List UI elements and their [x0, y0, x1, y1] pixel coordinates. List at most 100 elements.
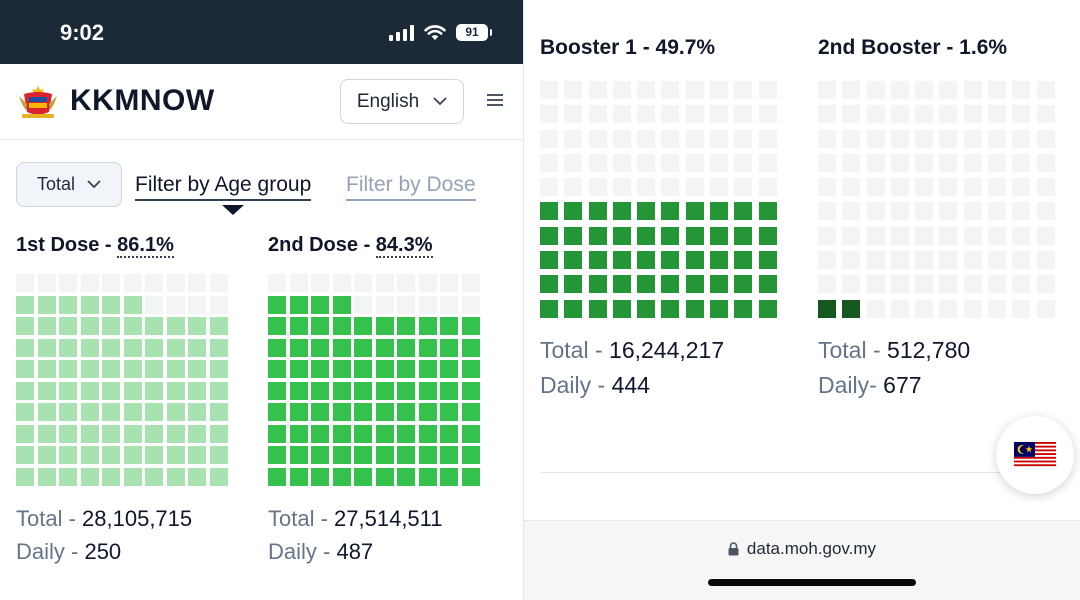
daily-value: 487 — [336, 539, 374, 564]
hamburger-menu-icon[interactable] — [486, 93, 504, 107]
waffle-cell — [661, 226, 680, 245]
total-label: Total - — [16, 506, 83, 531]
waffle-cell — [440, 295, 458, 314]
tab-filter-by-dose[interactable]: Filter by Dose — [346, 173, 476, 201]
waffle-cell — [890, 178, 909, 197]
waffle-cell — [16, 467, 34, 486]
waffle-cell — [145, 295, 163, 314]
waffle-cell — [166, 338, 185, 357]
waffle-cell — [963, 129, 982, 148]
total-label: Total - — [818, 337, 888, 363]
waffle-cell — [80, 295, 99, 314]
waffle-cell — [842, 226, 861, 245]
waffle-cell — [145, 360, 163, 378]
waffle-cell — [540, 129, 558, 148]
waffle-cell — [890, 202, 909, 221]
waffle-cell — [166, 467, 185, 486]
waffle-cell — [915, 202, 934, 221]
waffle-cell — [397, 424, 415, 443]
waffle-cell — [166, 274, 185, 292]
waffle-cell — [440, 274, 458, 292]
waffle-cell — [963, 226, 982, 245]
waffle-cell — [397, 360, 415, 378]
status-icons: 91 — [389, 24, 492, 41]
waffle-cell — [564, 178, 583, 197]
waffle-cell — [564, 81, 583, 99]
waffle-cell — [102, 446, 120, 464]
waffle-cell — [80, 317, 99, 335]
waffle-cell — [397, 403, 415, 421]
waffle-cell — [80, 274, 99, 292]
language-flag-button[interactable] — [996, 416, 1074, 494]
waffle-cell — [685, 299, 704, 318]
tab-filter-by-age-group[interactable]: Filter by Age group — [135, 173, 312, 201]
waffle-cell — [289, 381, 308, 400]
waffle-cell — [866, 129, 885, 148]
waffle-cell — [268, 317, 286, 335]
waffle-cell — [418, 446, 437, 464]
waffle-cell — [612, 275, 631, 294]
browser-url-bar[interactable]: data.moh.gov.my — [524, 520, 1080, 600]
waffle-cell — [123, 381, 142, 400]
waffle-cell — [102, 295, 120, 314]
waffle-cell — [963, 81, 982, 99]
waffle-cell — [939, 81, 958, 99]
waffle-cell — [685, 251, 704, 270]
waffle-cell — [440, 317, 458, 335]
waffle-cell — [1012, 129, 1031, 148]
waffle-cell — [37, 403, 56, 421]
waffle-cell — [890, 299, 909, 318]
waffle-cell — [354, 403, 372, 421]
waffle-cell — [16, 446, 34, 464]
waffle-cell — [818, 153, 836, 172]
waffle-cell — [564, 299, 583, 318]
waffle-cell — [661, 129, 680, 148]
waffle-cell — [734, 299, 753, 318]
waffle-cell — [866, 299, 885, 318]
waffle-cell — [375, 467, 394, 486]
waffle-cell — [59, 360, 77, 378]
waffle-cell — [1012, 299, 1031, 318]
waffle-cell — [145, 381, 163, 400]
waffle-cell — [1012, 153, 1031, 172]
waffle-cell — [332, 274, 351, 292]
url-display[interactable]: data.moh.gov.my — [524, 539, 1080, 559]
waffle-cell — [866, 251, 885, 270]
language-selector[interactable]: English — [340, 79, 464, 124]
waffle-cell — [37, 295, 56, 314]
waffle-cell — [758, 129, 777, 148]
waffle-cell — [734, 129, 753, 148]
waffle-cell — [637, 251, 656, 270]
waffle-cell — [461, 360, 480, 378]
total-value: 27,514,511 — [334, 506, 443, 531]
waffle-cell — [818, 226, 836, 245]
waffle-cell — [637, 226, 656, 245]
waffle-cell — [588, 153, 607, 172]
status-time: 9:02 — [60, 20, 105, 45]
waffle-cell — [915, 153, 934, 172]
waffle-cell — [102, 403, 120, 421]
waffle-cell — [890, 251, 909, 270]
waffle-cell — [1036, 153, 1055, 172]
waffle-cell — [939, 105, 958, 124]
home-indicator[interactable] — [708, 579, 916, 586]
waffle-cell — [818, 299, 836, 318]
waffle-cell — [612, 251, 631, 270]
waffle-cell — [418, 295, 437, 314]
waffle-cell — [1036, 251, 1055, 270]
waffle-cell — [588, 129, 607, 148]
waffle-cell — [1012, 275, 1031, 294]
second-booster-waffle-chart — [818, 81, 1056, 319]
waffle-cell — [16, 360, 34, 378]
waffle-cell — [915, 105, 934, 124]
daily-value: 677 — [883, 372, 922, 398]
waffle-cell — [1036, 275, 1055, 294]
waffle-cell — [818, 275, 836, 294]
waffle-cell — [818, 251, 836, 270]
waffle-cell — [988, 202, 1007, 221]
filter-select[interactable]: Total — [16, 162, 122, 207]
waffle-cell — [661, 275, 680, 294]
waffle-cell — [59, 424, 77, 443]
waffle-cell — [540, 153, 558, 172]
second-dose-waffle-chart — [268, 274, 480, 486]
